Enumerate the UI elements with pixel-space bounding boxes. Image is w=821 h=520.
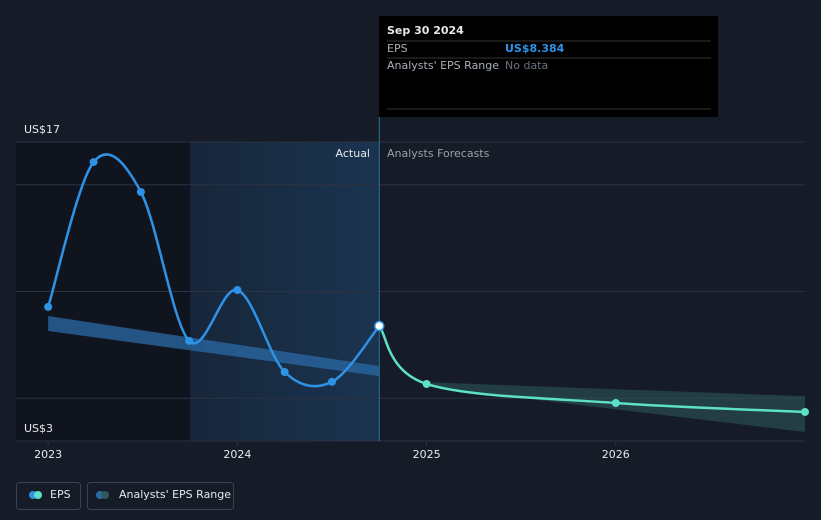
eps-point: [233, 286, 242, 295]
tooltip-label: EPS: [387, 42, 408, 55]
legend-range[interactable]: Analysts' EPS Range: [87, 482, 234, 510]
range-band: [426, 382, 805, 433]
legend-label: Analysts' EPS Range: [119, 488, 231, 501]
tooltip: [379, 16, 718, 117]
eps-point: [89, 158, 98, 167]
tooltip-label: Analysts' EPS Range: [387, 59, 499, 72]
background: US$17 US$3 2023 2024 2025 2026: [16, 117, 805, 461]
eps-point: [611, 398, 620, 407]
actual-label: Actual: [336, 147, 370, 160]
eps-point: [801, 407, 809, 416]
legend-icon: [101, 491, 109, 499]
forecast-label: Analysts Forecasts: [387, 147, 490, 160]
tooltip-title: Sep 30 2024: [387, 24, 464, 37]
eps-point: [185, 336, 194, 345]
eps-forecast-line: [378, 325, 806, 414]
tooltip-value: No data: [505, 59, 548, 72]
x-tick-label: 2024: [223, 448, 251, 461]
eps-point: [327, 377, 336, 386]
x-tick-label: 2025: [413, 448, 441, 461]
y-tick-label: US$17: [24, 123, 60, 136]
eps-point: [136, 187, 145, 196]
tooltip-value: US$8.384: [505, 42, 565, 55]
legend-button[interactable]: [16, 482, 81, 510]
legend-button[interactable]: [87, 482, 234, 510]
x-tick-label: 2023: [34, 448, 62, 461]
eps-point: [44, 302, 53, 311]
legend-eps[interactable]: EPS: [16, 482, 81, 510]
x-tick-label: 2026: [602, 448, 630, 461]
y-tick-label: US$3: [24, 422, 53, 435]
range-band: [48, 316, 380, 377]
eps-point: [374, 320, 385, 332]
eps-point: [280, 368, 289, 377]
plot: [44, 153, 809, 433]
eps-point: [422, 379, 431, 388]
legend-label: EPS: [50, 488, 71, 501]
legend-icon: [34, 491, 42, 499]
